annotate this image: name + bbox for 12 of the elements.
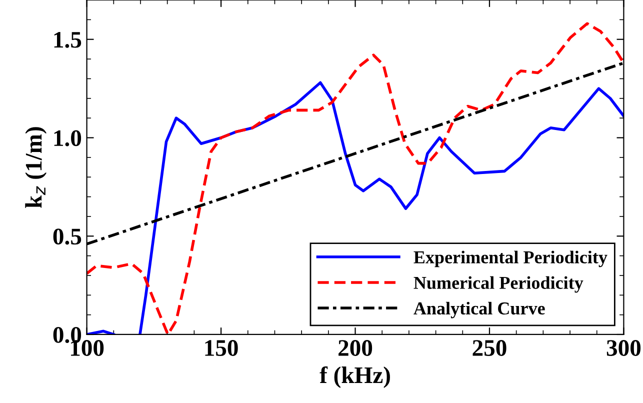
x-tick-label: 250 <box>472 340 506 356</box>
x-tick-label: 150 <box>205 340 238 356</box>
y-axis-title: k$_{z}$ (1/m) <box>25 127 47 208</box>
legend-label: Numerical Periodicity <box>414 276 584 293</box>
y-tick-label: 1.0 <box>54 130 82 146</box>
legend-label: Analytical Curve <box>414 302 545 318</box>
x-axis-title: f (kHz) <box>320 366 390 388</box>
legend-label: Experimental Periodicity <box>414 250 608 268</box>
y-tick-label: 1.5 <box>54 32 82 48</box>
y-tick-label: 0.5 <box>53 228 82 245</box>
x-tick-label: 200 <box>338 340 372 356</box>
x-tick-label: 300 <box>606 340 641 356</box>
